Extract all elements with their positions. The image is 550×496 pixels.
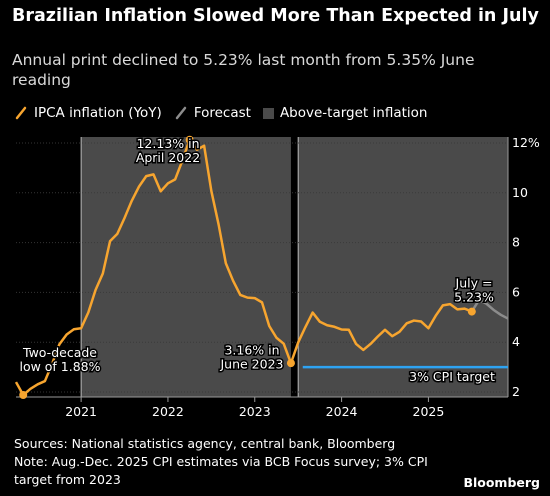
legend-above-target-swatch (262, 107, 274, 119)
legend-forecast-swatch (175, 106, 187, 120)
inflation-chart: 2 4 6 8 10 12% 2021 2022 2023 2024 2025 Two-decade l… (14, 135, 540, 419)
annotation-peak-line-1: April 2022 (136, 150, 200, 165)
x-tick-label-2024: 2024 (326, 404, 358, 419)
legend-ipca-label: IPCA inflation (YoY) (34, 105, 162, 121)
footer: Sources: National statistics agency, cen… (14, 435, 454, 489)
bloomberg-logo: Bloomberg (463, 475, 540, 490)
x-tick-label-2023: 2023 (239, 404, 271, 419)
annotation-cpi-target: 3% CPI target (409, 369, 495, 384)
low-point-marker (19, 391, 28, 400)
footer-note: Note: Aug.-Dec. 2025 CPI estimates via B… (14, 454, 428, 487)
y-tick-label-8: 8 (512, 235, 520, 250)
chart-title: Brazilian Inflation Slowed More Than Exp… (12, 6, 539, 26)
legend-item-above-target: Above-target inflation (262, 105, 428, 121)
annotation-peak: 12.13% in April 2022 (136, 136, 200, 165)
trough-point-marker (286, 359, 295, 368)
y-tick-label-6: 6 (512, 284, 520, 299)
annotation-two-decade-low: Two-decade low of 1.88% (19, 345, 100, 374)
legend-above-target-label: Above-target inflation (279, 105, 428, 121)
legend-item-forecast: Forecast (174, 105, 251, 121)
annotation-cpi-target-line-0: 3% CPI target (409, 369, 495, 384)
annotation-june-2023-line-1: June 2023 (219, 357, 283, 372)
above-target-region-0 (81, 137, 291, 397)
annotation-july-line-0: July = (455, 275, 493, 290)
legend-forecast-label: Forecast (193, 105, 251, 121)
legend: IPCA inflation (YoY) Forecast Above-targ… (14, 103, 439, 123)
ipca-series-line (14, 138, 473, 397)
y-tick-label-10: 10 (512, 185, 528, 200)
peak-point-marker (185, 135, 194, 144)
july-point-marker (467, 307, 476, 316)
annotation-july: July = 5.23% (454, 275, 494, 304)
annotation-july-line-1: 5.23% (454, 289, 494, 304)
annotation-june-2023-line-0: 3.16% in (224, 343, 279, 358)
forecast-series-line (470, 298, 509, 320)
chart-subtitle: Annual print declined to 5.23% last mont… (12, 51, 475, 89)
annotation-two-decade-low-line-0: Two-decade (22, 345, 97, 360)
annotation-june-2023: 3.16% in June 2023 (219, 343, 283, 372)
y-tick-label-12: 12% (512, 135, 540, 150)
x-tick-label-2025: 2025 (413, 404, 445, 419)
footer-sources: Sources: National statistics agency, cen… (14, 436, 396, 451)
x-tick-label-2021: 2021 (65, 404, 97, 419)
y-tick-label-4: 4 (512, 334, 520, 349)
above-target-region-1 (298, 137, 508, 397)
y-tick-label-2: 2 (512, 384, 520, 399)
annotation-two-decade-low-line-1: low of 1.88% (19, 359, 100, 374)
legend-ipca-swatch (15, 106, 27, 120)
annotation-peak-line-0: 12.13% in (136, 136, 199, 151)
legend-item-ipca: IPCA inflation (YoY) (14, 105, 162, 121)
x-tick-label-2022: 2022 (152, 404, 184, 419)
